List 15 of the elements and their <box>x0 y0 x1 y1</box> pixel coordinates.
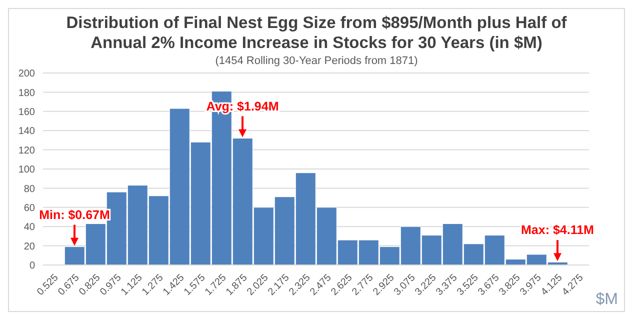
x-axis-title: $M <box>596 291 618 309</box>
y-tick-label: 180 <box>18 88 36 99</box>
annotation: Max: $4.11M <box>521 223 594 238</box>
y-tick-label: 60 <box>24 202 36 214</box>
y-tick-label: 0 <box>29 260 36 272</box>
y-tick-label: 40 <box>24 222 36 234</box>
y-tick-label: 160 <box>18 106 36 118</box>
y-tick-label: 120 <box>18 145 36 156</box>
y-tick-label: 20 <box>24 241 36 252</box>
chart-subtitle: (1454 Rolling 30-Year Periods from 1871) <box>214 55 419 67</box>
y-tick-label: 140 <box>18 126 36 138</box>
y-tick-label: 200 <box>18 68 36 80</box>
chart-title: Distribution of Final Nest Egg Size from $895/Month plus Half of Annual 2% Income Increase in Stocks for 30 Years (in $M) <box>65 13 568 53</box>
y-tick-label: 80 <box>24 184 36 195</box>
y-tick-label: 100 <box>18 164 36 176</box>
